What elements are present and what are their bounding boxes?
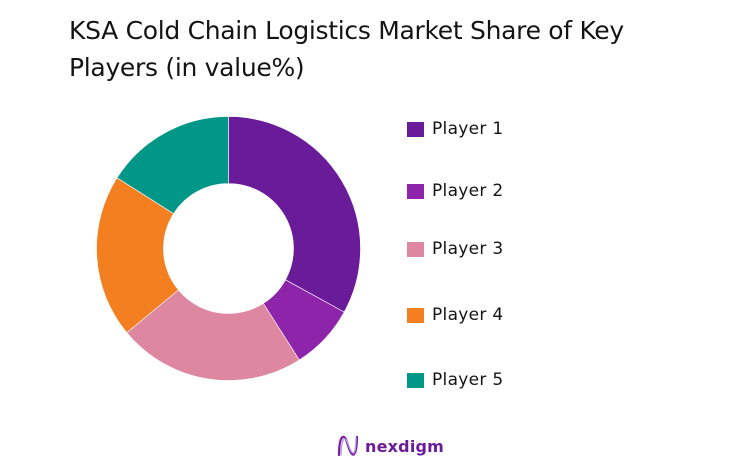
legend-label: Player 1 [432, 119, 504, 139]
donut-slice-player-3 [126, 289, 300, 381]
legend-swatch [407, 241, 424, 257]
legend-item-player-4: Player 4 [407, 305, 504, 325]
legend-label: Player 4 [432, 305, 504, 325]
legend-item-player-2: Player 2 [407, 181, 504, 201]
legend-item-player-5: Player 5 [407, 370, 504, 390]
donut-slice-player-5 [116, 116, 229, 215]
legend-item-player-3: Player 3 [407, 239, 504, 259]
legend-label: Player 2 [432, 181, 504, 201]
legend-swatch [407, 121, 424, 137]
legend-item-player-1: Player 1 [407, 119, 504, 139]
logo-text: nexdigm [365, 436, 445, 456]
legend-swatch [407, 372, 424, 388]
chart-title: KSA Cold Chain Logistics Market Share of… [69, 16, 624, 82]
legend-label: Player 3 [432, 239, 504, 259]
legend-label: Player 5 [432, 370, 504, 390]
donut-slice-player-1 [228, 116, 361, 313]
legend-swatch [407, 183, 424, 199]
brand-logo: nexdigm [336, 434, 444, 458]
donut-slice-player-4 [96, 177, 179, 334]
nexdigm-wave-icon [337, 435, 359, 457]
legend-swatch [407, 307, 424, 323]
donut-slices [96, 116, 361, 381]
